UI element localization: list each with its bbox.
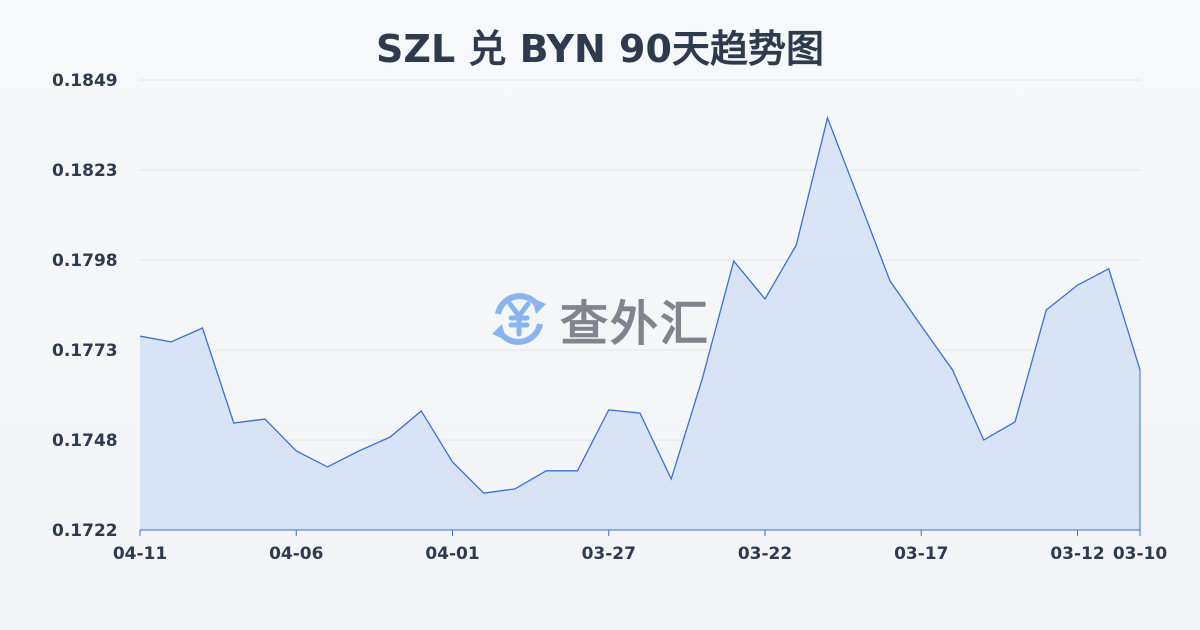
y-tick-label: 0.1798 <box>52 251 118 271</box>
y-tick-label: 0.1849 <box>52 71 118 91</box>
x-tick-label: 03-27 <box>582 544 636 564</box>
yen-exchange-icon <box>492 293 546 345</box>
x-tick-label: 03-10 <box>1113 544 1168 564</box>
y-tick-label: 0.1773 <box>52 341 118 361</box>
y-tick-label: 0.1722 <box>52 521 118 541</box>
chart-title: SZL 兑 BYN 90天趋势图 <box>376 27 824 71</box>
y-tick-label: 0.1823 <box>52 161 118 181</box>
x-tick-label: 04-01 <box>425 544 479 564</box>
series-line <box>139 115 1141 494</box>
x-tick-label: 03-12 <box>1050 544 1104 564</box>
x-tick-label: 03-22 <box>738 544 792 564</box>
x-tick-label: 04-06 <box>269 544 323 564</box>
x-tick-label: 03-17 <box>894 544 948 564</box>
watermark: 查外汇 <box>488 284 710 354</box>
y-tick-label: 0.1748 <box>52 431 118 451</box>
x-tick-label: 04-11 <box>113 544 167 564</box>
watermark-text: 查外汇 <box>560 296 711 352</box>
area-fill <box>140 117 1140 530</box>
